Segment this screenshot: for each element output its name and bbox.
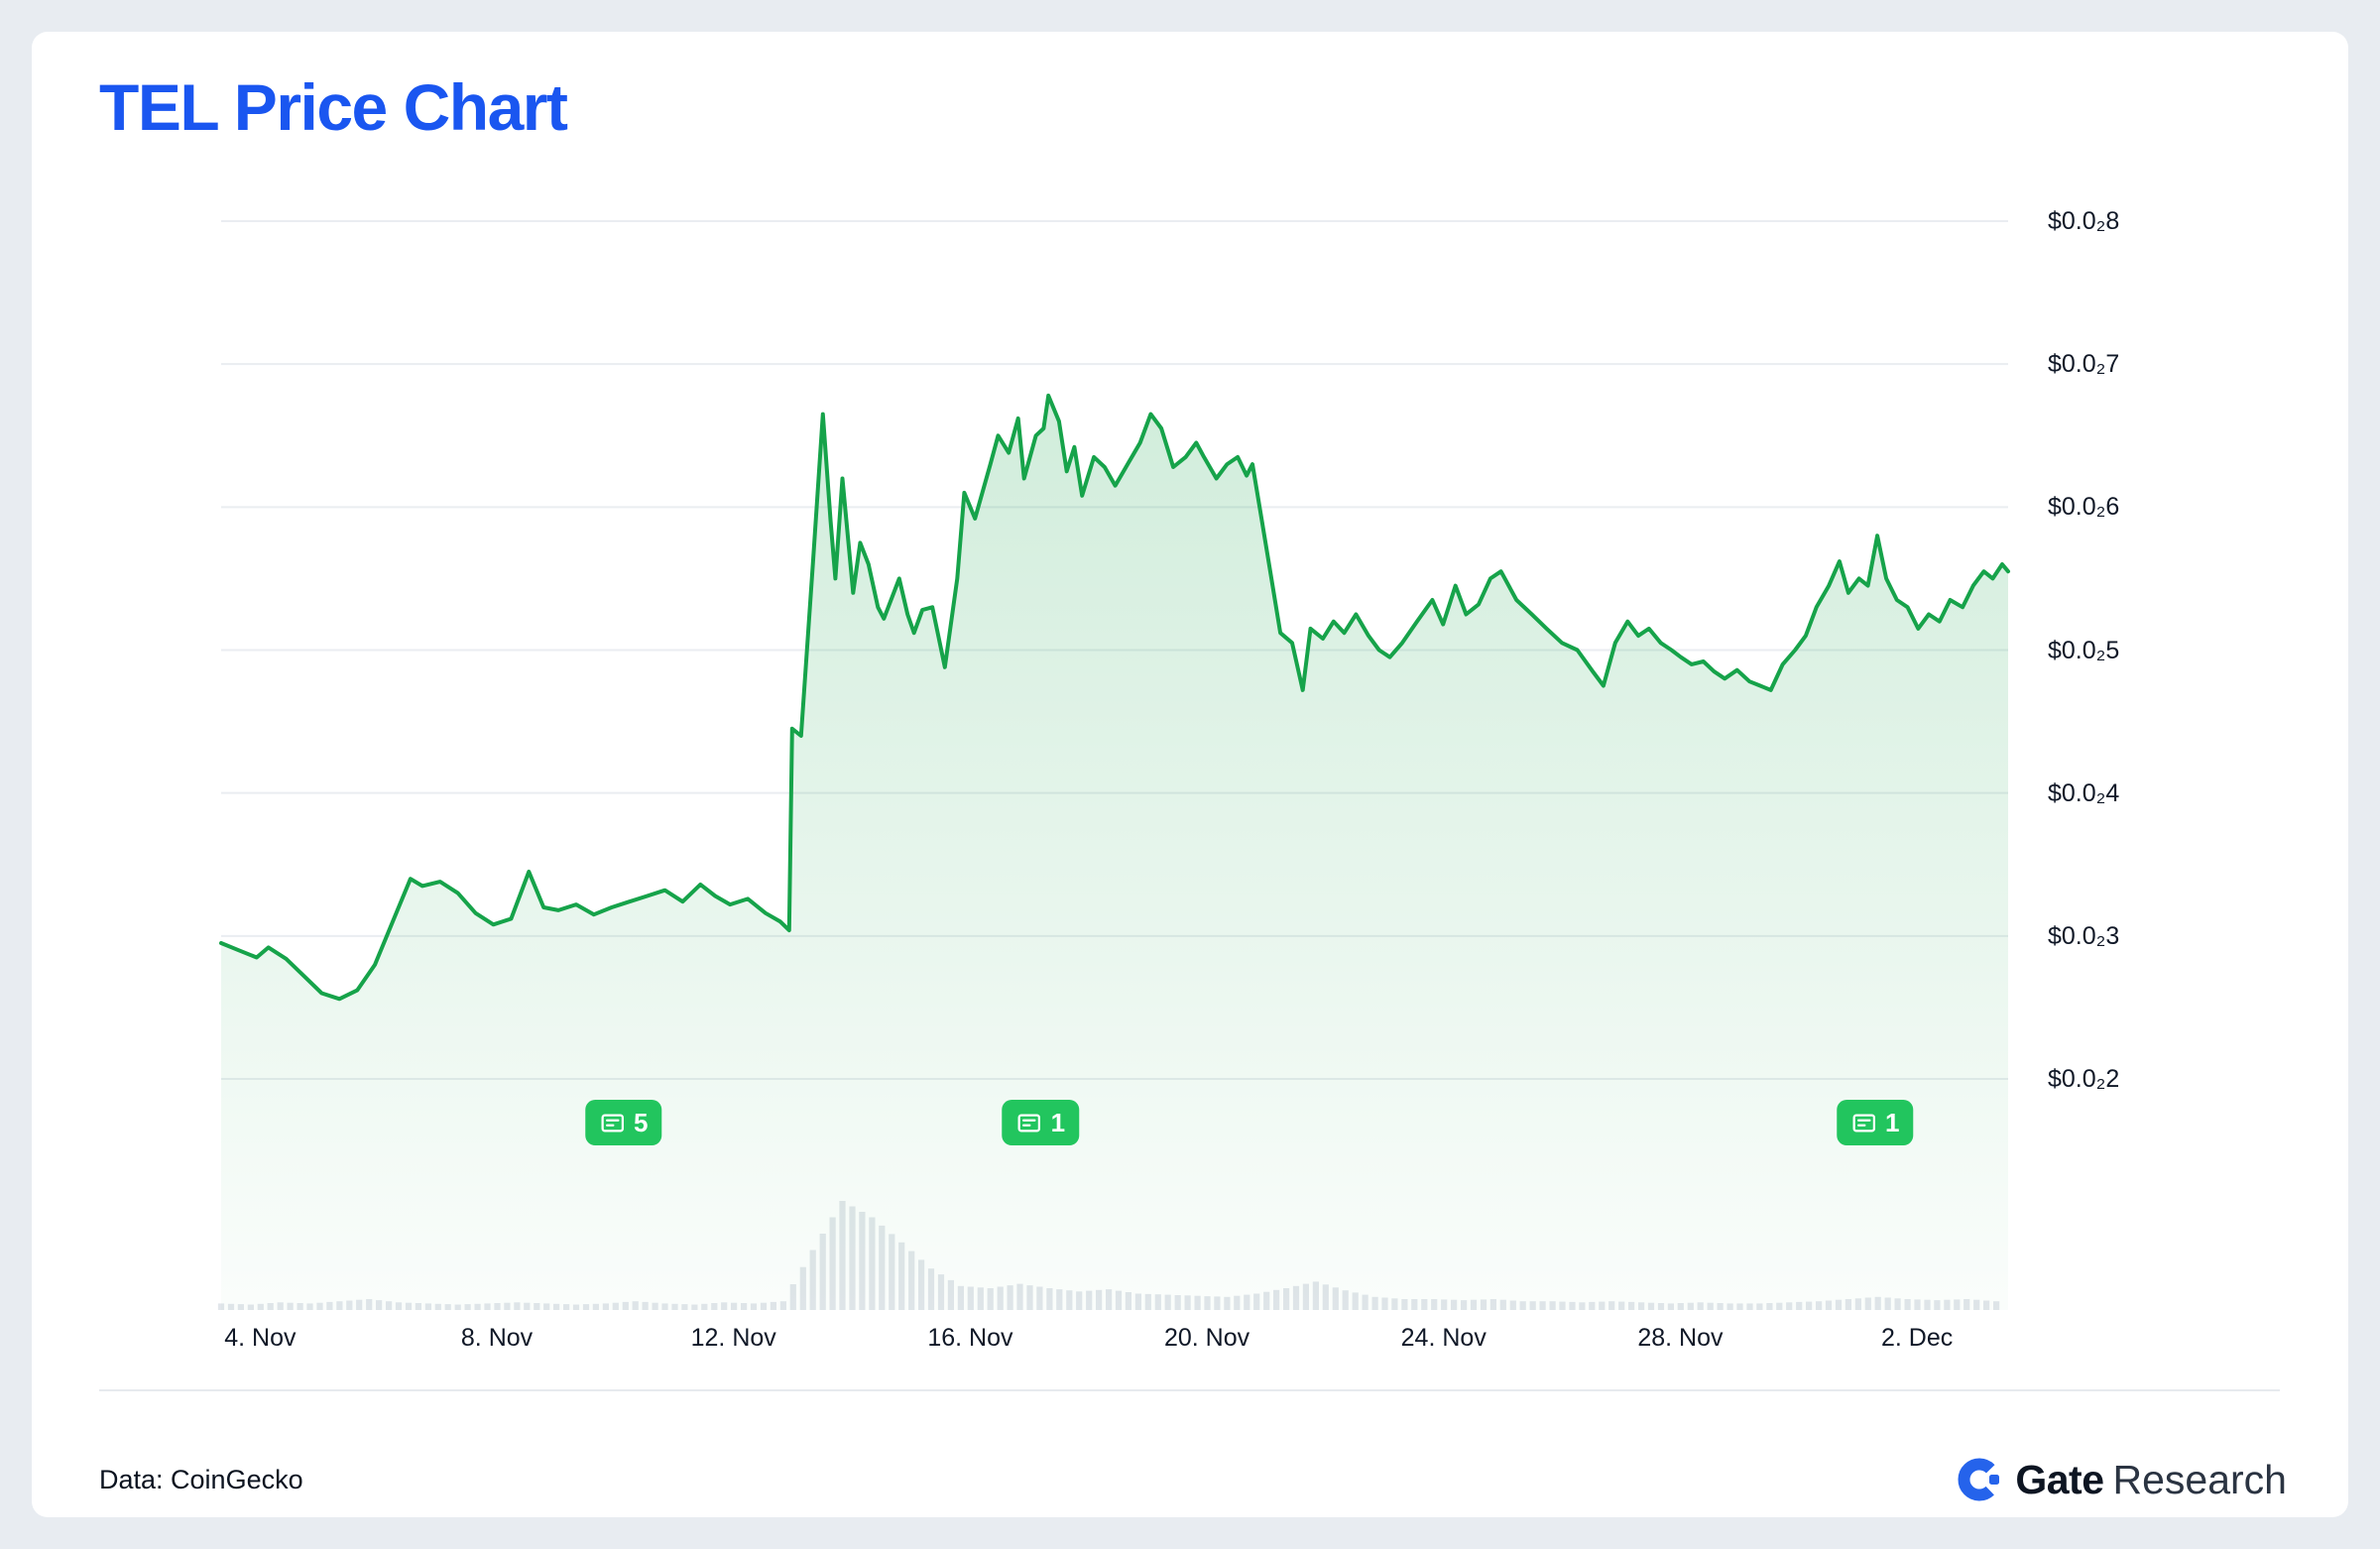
x-axis-label: 20. Nov (1163, 1324, 1250, 1352)
newspaper-icon (1017, 1114, 1041, 1132)
price-area-fill (221, 395, 2008, 1310)
price-line (219, 393, 2010, 1002)
news-badge[interactable]: 1 (1837, 1100, 1914, 1145)
news-badge-count: 1 (1885, 1107, 1900, 1137)
y-axis-label: $0.0₂3 (2048, 921, 2120, 950)
data-source-caption: Data: CoinGecko (99, 1465, 303, 1494)
y-axis-label: $0.0₂8 (2048, 207, 2120, 235)
y-axis-label: $0.0₂6 (2048, 493, 2120, 522)
news-badge-count: 1 (1050, 1107, 1066, 1137)
newspaper-icon (1852, 1114, 1875, 1132)
x-axis-label: 4. Nov (224, 1324, 297, 1352)
gate-logo-icon (1958, 1458, 2001, 1501)
y-axis-label: $0.0₂5 (2048, 636, 2120, 664)
page-title: TEL Price Chart (99, 70, 568, 144)
brand-gate-text: Gate (2015, 1456, 2104, 1502)
x-axis-label: 16. Nov (927, 1324, 1013, 1352)
x-axis-label: 8. Nov (460, 1324, 534, 1352)
newspaper-icon (601, 1114, 624, 1132)
x-axis-label: 24. Nov (1400, 1324, 1487, 1352)
price-chart-svg[interactable] (217, 220, 2010, 1310)
news-badge[interactable]: 1 (1002, 1100, 1080, 1145)
x-axis-label: 2. Dec (1880, 1324, 1954, 1352)
news-badge-count: 5 (634, 1107, 649, 1137)
chart-card: TEL Price Chart $0.0₂8 $0.0₂7 $0.0₂6 $0.0₂5… (32, 32, 2348, 1517)
x-axis-label: 12. Nov (690, 1324, 776, 1352)
price-chart-area[interactable]: $0.0₂8 $0.0₂7 $0.0₂6 $0.0₂5 $0.0₂4 $0.0₂3 $0.0… (217, 207, 2119, 1352)
news-badge[interactable]: 5 (585, 1100, 662, 1145)
brand-research-text: Research (2112, 1456, 2287, 1502)
gate-research-logo: Gate Research (1956, 1448, 2287, 1511)
y-axis-label: $0.0₂2 (2048, 1065, 2120, 1093)
x-axis-label: 28. Nov (1637, 1324, 1724, 1352)
y-axis-label: $0.0₂7 (2048, 350, 2120, 379)
y-axis-label: $0.0₂4 (2048, 778, 2120, 807)
footer-divider (99, 1389, 2280, 1391)
